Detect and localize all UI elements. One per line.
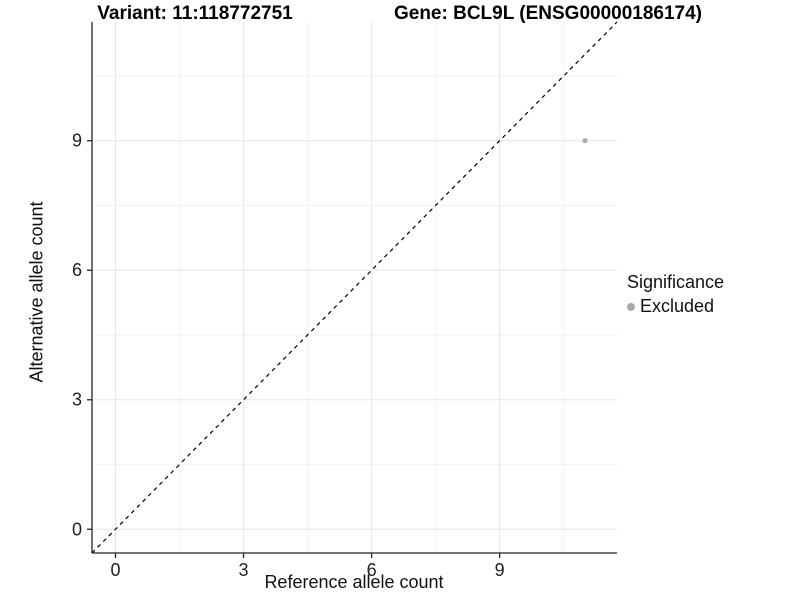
legend: Significance Excluded bbox=[627, 272, 724, 317]
identity-line bbox=[91, 21, 618, 554]
y-axis-label: Alternative allele count bbox=[26, 201, 47, 383]
y-tick-label: 3 bbox=[72, 390, 82, 410]
x-tick-label: 9 bbox=[495, 560, 505, 580]
y-tick-label: 0 bbox=[72, 519, 82, 539]
plot-title-gene: Gene: BCL9L (ENSG00000186174) bbox=[393, 3, 703, 24]
legend-item-excluded: Excluded bbox=[627, 296, 724, 317]
data-point bbox=[582, 138, 588, 144]
legend-title: Significance bbox=[627, 272, 725, 292]
x-tick-label: 6 bbox=[367, 560, 377, 580]
legend-item-label: Excluded bbox=[640, 296, 715, 316]
plot-title-variant: Variant: 11:118772751 bbox=[97, 3, 293, 24]
y-tick-label: 6 bbox=[72, 260, 82, 280]
legend-point-icon bbox=[627, 302, 635, 311]
x-tick-label: 0 bbox=[110, 560, 120, 580]
x-tick-label: 3 bbox=[239, 560, 249, 580]
y-tick-label: 9 bbox=[72, 131, 82, 151]
x-axis-label: Reference allele count bbox=[264, 572, 444, 592]
